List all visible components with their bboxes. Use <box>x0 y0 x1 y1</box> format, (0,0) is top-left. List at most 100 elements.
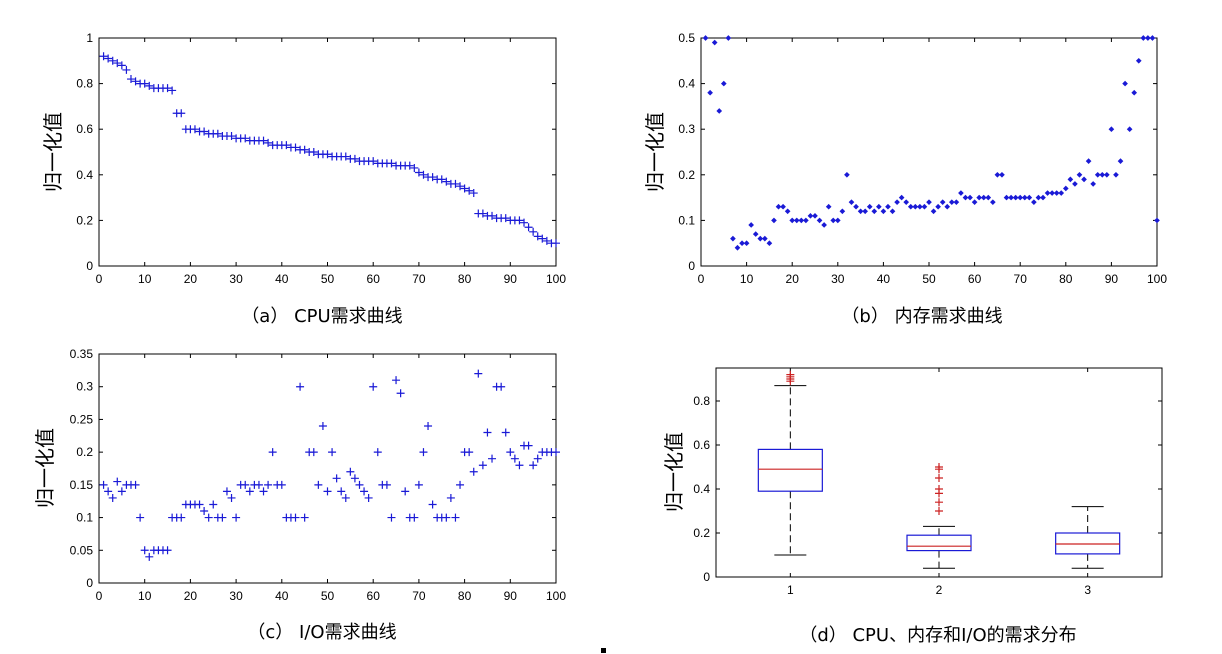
data-point <box>163 546 172 555</box>
data-point <box>341 152 350 161</box>
data-point <box>227 132 236 141</box>
data-point <box>309 448 318 457</box>
data-point <box>1062 185 1069 192</box>
data-point <box>209 500 218 509</box>
page-marker <box>601 648 606 653</box>
data-point <box>771 217 777 224</box>
outlier-point <box>935 507 943 515</box>
x-tick-label: 50 <box>321 589 335 603</box>
data-point <box>702 35 709 41</box>
data-point <box>793 217 800 224</box>
data-point <box>442 513 451 522</box>
box-3 <box>1055 506 1121 569</box>
panel-b-memory-demand: 归一化值 0 0.1 0.2 0.3 0.4 0.5 0 10 20 30 40 50 60 70 80 90 1… <box>643 31 1167 286</box>
data-point <box>739 240 745 247</box>
data-point <box>903 199 910 205</box>
x-tick-label: 60 <box>968 272 982 286</box>
data-point <box>707 89 713 96</box>
panel-d-demand-distribution: 归一化值 0 0.2 0.4 0.6 0.8 1 2 3 <box>662 367 1163 597</box>
outlier-point <box>935 485 943 493</box>
data-point <box>533 232 542 241</box>
x-tick-label: 30 <box>229 272 243 286</box>
data-point <box>497 382 506 391</box>
data-point <box>341 493 350 502</box>
data-point <box>844 171 850 178</box>
data-point <box>465 186 474 195</box>
caption-c: （c） I/O需求曲线 <box>247 622 396 643</box>
data-point <box>168 86 177 95</box>
data-point <box>323 150 332 159</box>
data-point <box>821 222 827 228</box>
data-point <box>122 65 131 74</box>
data-point <box>241 480 250 489</box>
data-point <box>382 480 391 489</box>
y-tick-label: 0 <box>86 576 93 590</box>
y-tick-label: 0.25 <box>70 412 94 426</box>
x-tick-label: 30 <box>229 589 243 603</box>
y-axis-label: 归一化值 <box>643 112 667 192</box>
data-point <box>108 493 117 502</box>
data-point <box>529 461 538 470</box>
y-tick-label: 0.6 <box>693 438 710 452</box>
data-point <box>300 145 309 154</box>
data-point <box>716 108 723 114</box>
data-point <box>958 190 964 196</box>
data-point <box>994 171 1001 178</box>
data-point <box>451 513 460 522</box>
data-point <box>980 194 987 201</box>
outlier-point <box>935 463 943 471</box>
data-point <box>1149 35 1156 41</box>
data-point <box>506 448 515 457</box>
data-point <box>876 203 882 210</box>
x-tick-label: 90 <box>504 589 518 603</box>
y-tick-label: 0.8 <box>76 77 93 91</box>
data-point <box>465 448 474 457</box>
data-point <box>784 208 791 215</box>
data-point <box>1017 194 1024 201</box>
data-point <box>1140 35 1147 41</box>
outlier-point <box>935 474 943 482</box>
data-point <box>803 217 809 224</box>
data-point <box>1049 190 1055 196</box>
data-point <box>798 217 805 224</box>
data-point <box>752 231 759 237</box>
data-point <box>419 448 428 457</box>
y-tick-label: 0.3 <box>678 122 695 136</box>
data-point <box>552 448 560 457</box>
data-point <box>533 454 542 463</box>
data-point <box>1117 158 1124 164</box>
data-point <box>775 203 782 210</box>
data-point <box>469 467 478 476</box>
data-point <box>140 79 149 88</box>
data-point <box>456 480 465 489</box>
data-point <box>369 382 378 391</box>
data-point <box>524 223 533 232</box>
x-tick-label: 40 <box>275 272 289 286</box>
data-point <box>885 203 891 210</box>
data-point <box>1031 199 1037 205</box>
data-point <box>108 56 117 65</box>
data-point <box>350 474 359 483</box>
y-tick-label: 0.4 <box>678 77 695 91</box>
data-point <box>871 208 878 215</box>
data-point <box>177 513 186 522</box>
x-tick-label: 20 <box>184 272 198 286</box>
data-point <box>328 448 337 457</box>
data-point <box>140 546 149 555</box>
data-point <box>346 467 355 476</box>
data-point <box>245 487 254 496</box>
data-point <box>414 480 423 489</box>
data-point <box>428 173 437 182</box>
data-point <box>830 217 837 224</box>
data-point <box>195 500 204 509</box>
data-point <box>437 175 446 184</box>
data-point <box>780 203 786 210</box>
data-point <box>364 493 373 502</box>
data-point <box>990 199 996 205</box>
outlier-point <box>786 370 795 379</box>
data-point <box>264 480 273 489</box>
data-point <box>296 382 305 391</box>
data-point <box>177 109 186 118</box>
data-point <box>113 477 122 486</box>
